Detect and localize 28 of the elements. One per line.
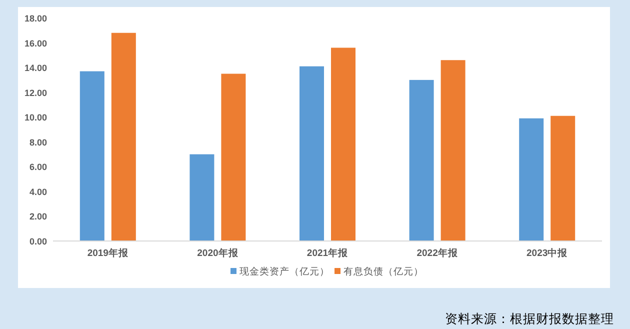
x-tick-label: 2021年报 [306, 247, 350, 259]
x-tick-label: 2019年报 [87, 247, 130, 259]
bar [331, 48, 356, 241]
x-tick-label: 2023中报 [526, 247, 569, 259]
y-tick-label: 8.00 [29, 137, 47, 148]
x-tick-label: 2022年报 [416, 247, 459, 259]
bar [80, 71, 104, 241]
bar [409, 80, 434, 241]
legend-label: 现金类资产（亿元） [240, 266, 330, 278]
bar [440, 60, 466, 241]
bar [519, 118, 544, 241]
y-tick-label: 4.00 [29, 186, 47, 197]
y-tick-label: 0.00 [29, 236, 47, 246]
y-tick-label: 14.00 [24, 63, 47, 74]
y-tick-label: 16.00 [24, 38, 47, 48]
y-tick-label: 10.00 [24, 112, 47, 123]
bar [300, 66, 324, 241]
text: 资料来源：根据财报数据整理 [445, 312, 614, 326]
bar [111, 32, 136, 241]
bar [190, 154, 214, 241]
x-tick-label: 2020年报 [197, 247, 240, 259]
y-tick-label: 18.00 [24, 14, 47, 24]
bar [221, 74, 246, 241]
y-tick-label: 12.00 [24, 88, 47, 98]
y-tick-label: 6.00 [29, 162, 47, 172]
legend-label: 有息负债（亿元） [344, 266, 424, 278]
y-tick-label: 2.00 [29, 212, 47, 222]
bar [550, 116, 576, 241]
